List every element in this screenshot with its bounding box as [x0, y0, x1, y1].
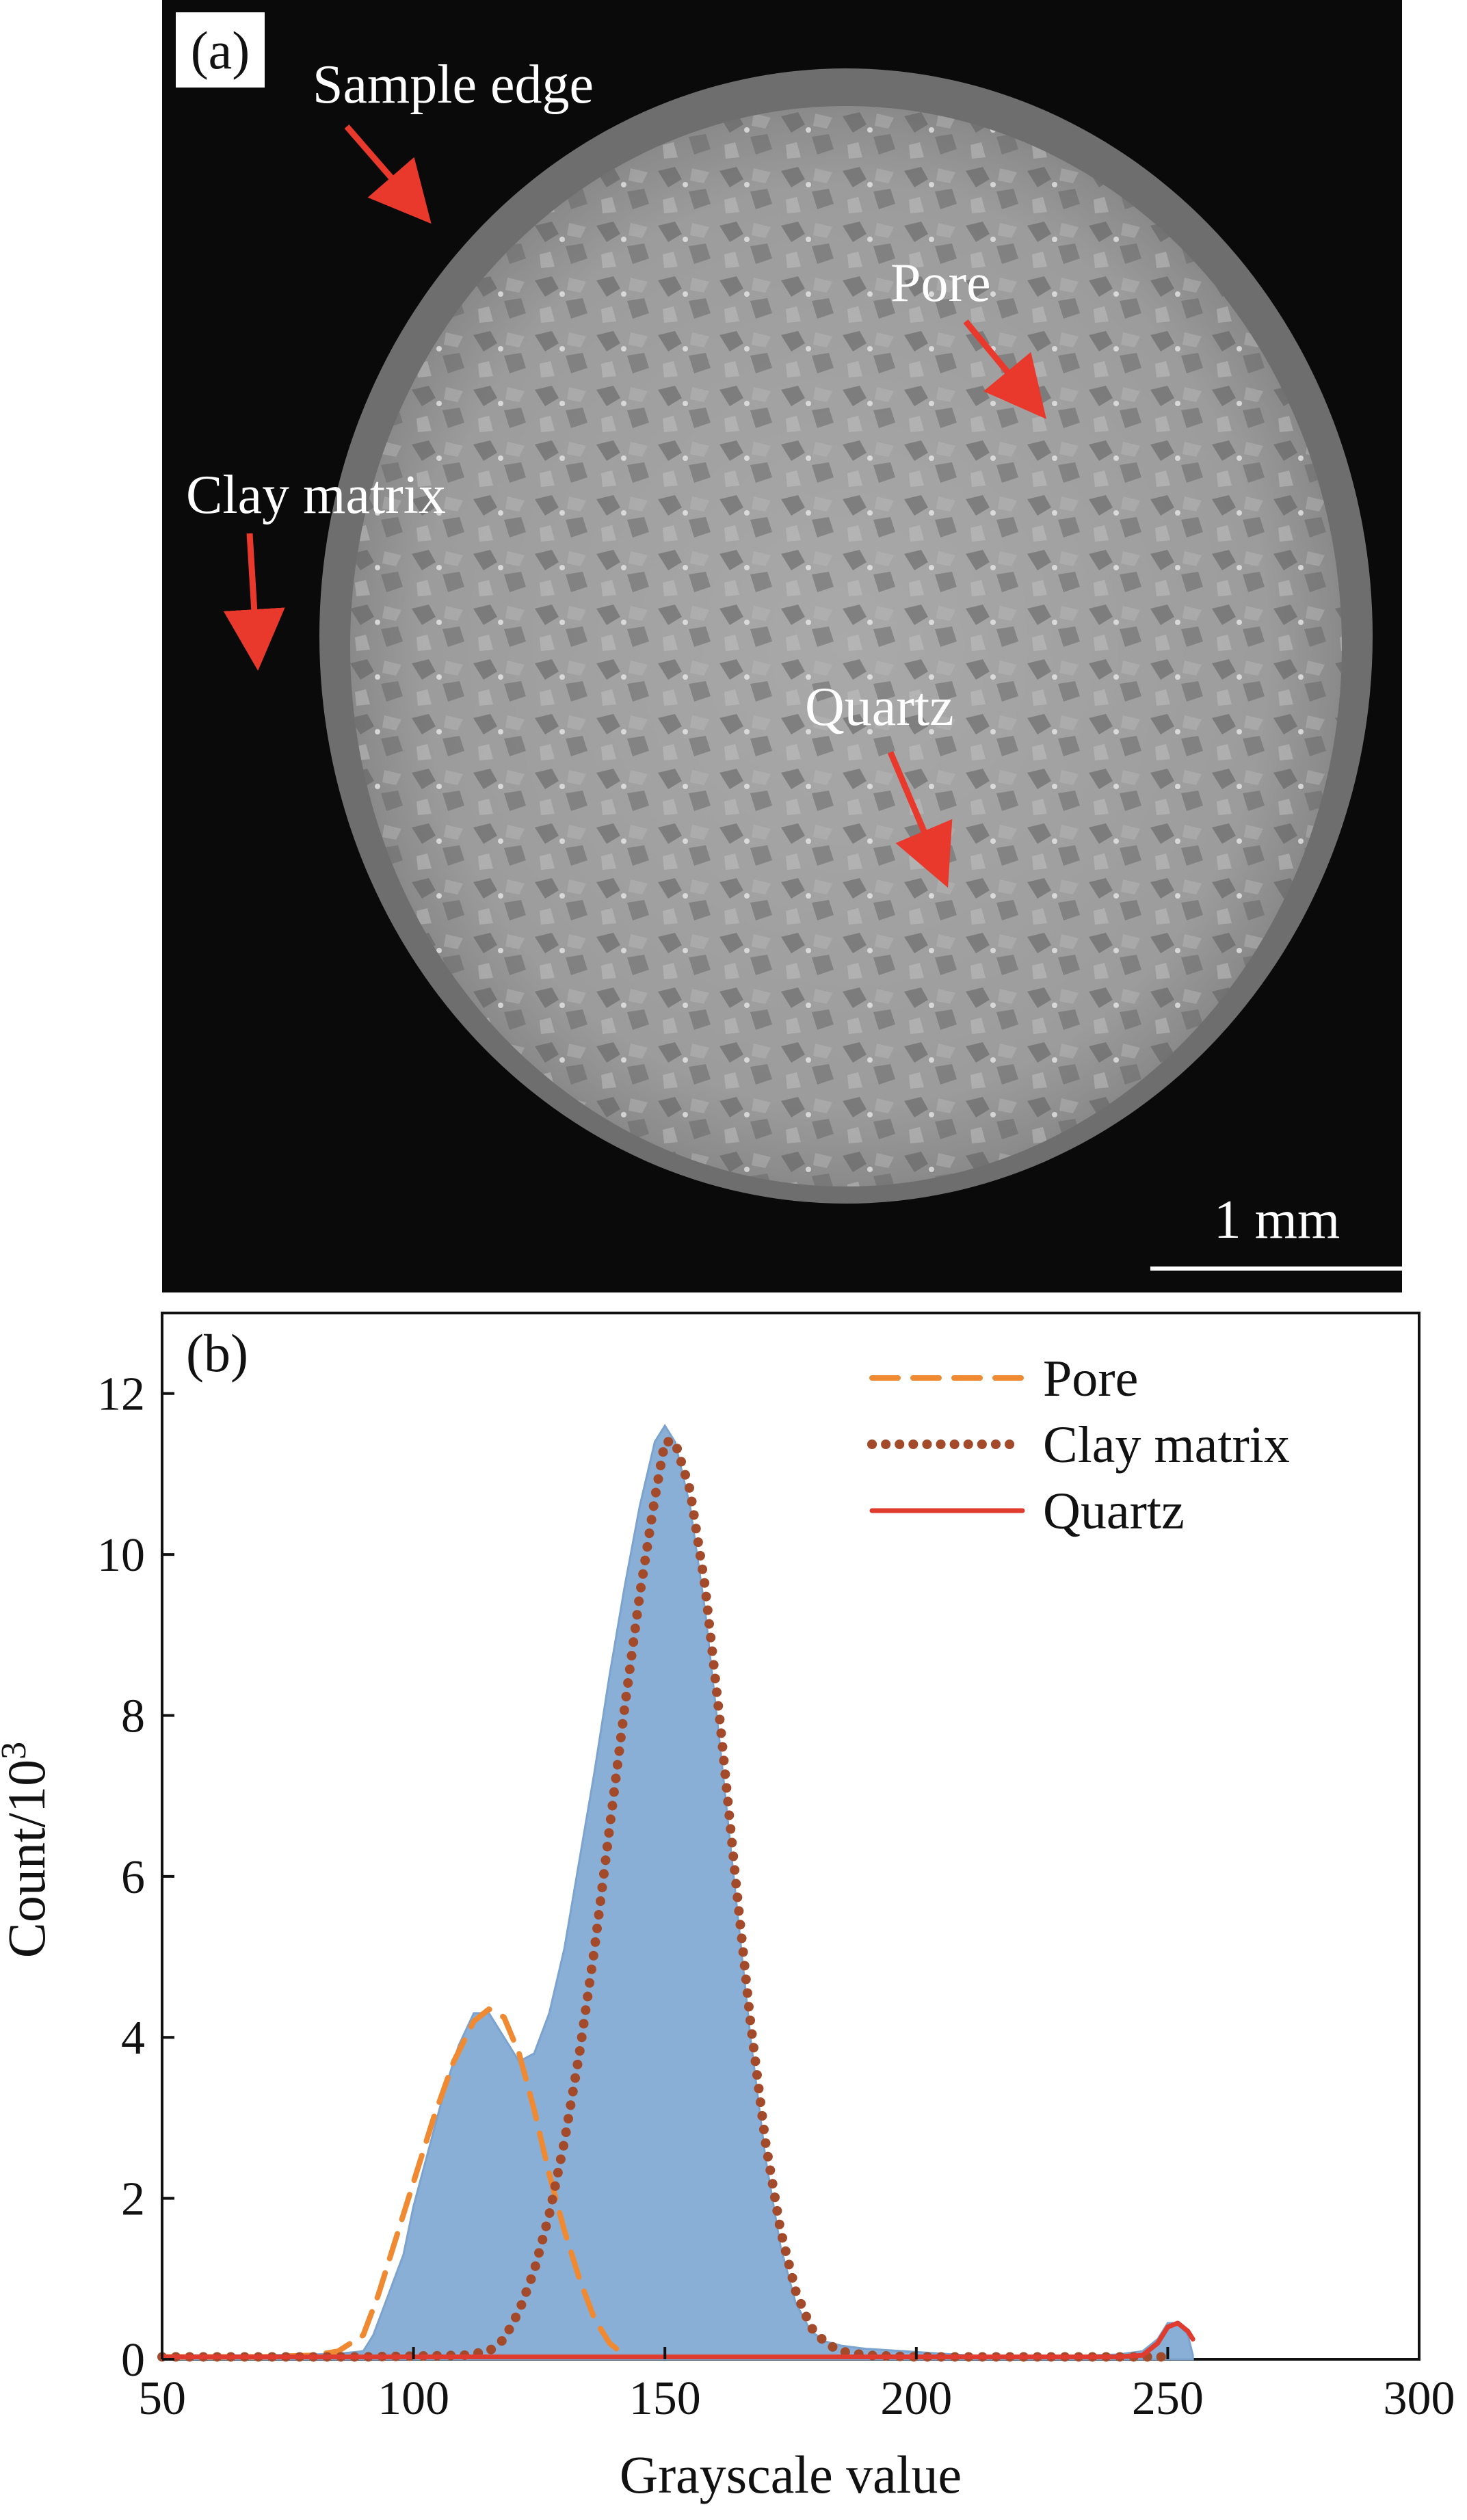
y-tick-label: 12 [97, 1368, 145, 1421]
y-tick-label: 8 [121, 1690, 145, 1742]
y-ticks: 0 2 4 6 8 10 12 [97, 1368, 174, 2387]
arrow-quartz [887, 751, 953, 888]
ct-image-panel: (a) Sample edge Pore Clay matrix Quartz … [162, 0, 1402, 1292]
series-line-clay-matrix [157, 1437, 1173, 2362]
histogram-chart: 50 100 150 200 250 300 0 2 4 6 8 10 12 (b) Grayscal… [0, 1312, 1455, 2504]
legend-label-quartz: Quartz [1043, 1483, 1185, 1540]
x-tick-label: 100 [378, 2372, 449, 2425]
ct-slice-image: (a) Sample edge Pore Clay matrix Quartz … [162, 0, 1402, 1292]
annotation-quartz: Quartz [805, 677, 954, 737]
x-tick-label: 250 [1132, 2372, 1204, 2425]
legend-label-clay-matrix: Clay matrix [1043, 1416, 1290, 1474]
arrow-clay-matrix [223, 533, 285, 671]
annotation-clay-matrix: Clay matrix [186, 465, 446, 525]
panel-a-label: (a) [191, 21, 250, 80]
y-tick-label: 0 [121, 2334, 145, 2387]
arrow-sample-edge [344, 124, 432, 224]
histogram-area [161, 1423, 1194, 2361]
y-axis-label-base: Count/10 [0, 1760, 56, 1958]
annotation-pore: Pore [890, 253, 991, 313]
series-line-quartz [159, 2320, 1195, 2359]
legend: Pore Clay matrix Quartz [867, 1350, 1290, 1540]
scale-bar-label: 1 mm [1214, 1190, 1340, 1250]
histogram-layer [161, 1423, 1194, 2361]
y-tick-label: 10 [97, 1529, 145, 1582]
y-axis-label-superscript: 3 [0, 1742, 34, 1760]
panel-b-label: (b) [186, 1323, 248, 1383]
x-ticks: 50 100 150 200 250 300 [138, 2347, 1455, 2425]
panel-a-label-box [176, 12, 265, 88]
x-axis-label: Grayscale value [620, 2445, 962, 2504]
x-tick-label: 150 [629, 2372, 701, 2425]
arrow-pore [963, 319, 1046, 419]
x-tick-label: 50 [138, 2372, 186, 2425]
sample-grains [350, 106, 1342, 1186]
y-tick-label: 2 [121, 2173, 145, 2226]
histogram-panel: 50 100 150 200 250 300 0 2 4 6 8 10 12 (b) Grayscal… [0, 1303, 1467, 2520]
y-tick-label: 4 [121, 2012, 145, 2065]
series-layer [157, 1437, 1195, 2362]
y-axis-label: Count/103 [0, 1742, 56, 1958]
x-tick-label: 300 [1384, 2372, 1455, 2425]
legend-label-pore: Pore [1043, 1350, 1138, 1407]
annotation-sample-edge: Sample edge [313, 55, 594, 115]
x-tick-label: 200 [880, 2372, 952, 2425]
y-tick-label: 6 [121, 1851, 145, 1904]
